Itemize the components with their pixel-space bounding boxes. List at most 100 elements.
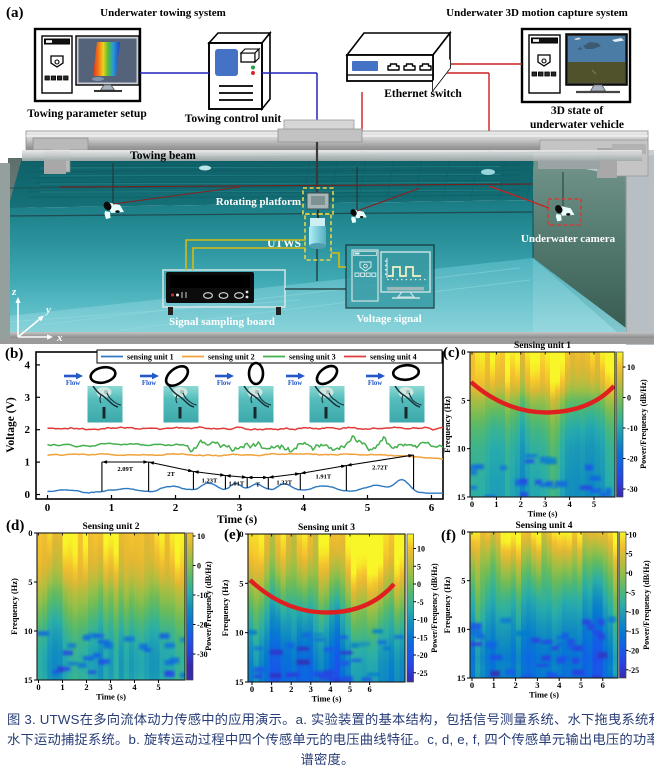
- svg-text:10: 10: [627, 363, 635, 372]
- svg-text:0: 0: [25, 489, 31, 501]
- svg-text:2: 2: [519, 499, 523, 509]
- svg-text:Sensing unit 1: Sensing unit 1: [514, 341, 571, 351]
- svg-text:-20: -20: [629, 646, 640, 655]
- svg-text:3: 3: [535, 680, 539, 690]
- svg-text:2: 2: [513, 680, 517, 690]
- svg-text:Voltage (V): Voltage (V): [5, 397, 17, 453]
- svg-text:0: 0: [239, 529, 243, 539]
- svg-text:Flow: Flow: [217, 380, 231, 387]
- svg-text:3: 3: [108, 682, 112, 692]
- svg-text:y: y: [44, 304, 51, 316]
- svg-text:1.32T: 1.32T: [276, 480, 292, 487]
- svg-text:Sensing unit 4: Sensing unit 4: [515, 521, 572, 531]
- svg-text:0: 0: [197, 562, 201, 571]
- svg-text:Power/Frequency (dB/Hz): Power/Frequency (dB/Hz): [639, 379, 648, 469]
- svg-text:15: 15: [24, 675, 33, 685]
- svg-text:5: 5: [365, 502, 371, 514]
- svg-text:-10: -10: [627, 424, 638, 433]
- svg-text:Sensing unit 2: Sensing unit 2: [82, 522, 139, 532]
- svg-text:-15: -15: [417, 633, 428, 642]
- svg-text:underwater vehicle: underwater vehicle: [530, 119, 624, 131]
- svg-text:Underwater camera: Underwater camera: [521, 233, 616, 245]
- svg-text:Sensing unit 3: Sensing unit 3: [298, 523, 355, 533]
- svg-text:Time (s): Time (s): [312, 694, 342, 704]
- svg-text:Flow: Flow: [368, 380, 382, 387]
- svg-text:Power/Frequency (dB/Hz): Power/Frequency (dB/Hz): [642, 560, 651, 650]
- svg-text:Frequency (Hz): Frequency (Hz): [220, 579, 230, 636]
- svg-text:2: 2: [84, 682, 88, 692]
- svg-text:Frequency (Hz): Frequency (Hz): [9, 578, 19, 635]
- svg-text:-20: -20: [627, 455, 638, 464]
- svg-text:1: 1: [109, 502, 115, 514]
- svg-text:sensing unit 4: sensing unit 4: [370, 353, 417, 362]
- svg-text:0: 0: [470, 680, 474, 690]
- svg-text:15: 15: [457, 492, 466, 502]
- svg-text:Frequency (Hz): Frequency (Hz): [442, 576, 452, 633]
- svg-text:10: 10: [457, 624, 466, 634]
- svg-text:(f): (f): [441, 528, 456, 544]
- svg-text:(e): (e): [224, 527, 241, 543]
- svg-text:-30: -30: [197, 650, 208, 659]
- svg-text:Flow: Flow: [142, 380, 156, 387]
- svg-text:3: 3: [237, 502, 243, 514]
- svg-text:sensing unit 3: sensing unit 3: [289, 353, 336, 362]
- svg-text:-20: -20: [417, 651, 428, 660]
- svg-text:15: 15: [457, 673, 466, 683]
- svg-text:4: 4: [328, 684, 333, 694]
- svg-text:Time (s): Time (s): [528, 509, 558, 519]
- svg-text:1: 1: [492, 680, 496, 690]
- svg-text:15: 15: [235, 677, 244, 687]
- svg-text:4: 4: [25, 359, 31, 371]
- svg-text:10: 10: [417, 545, 425, 554]
- svg-text:-10: -10: [197, 591, 208, 600]
- svg-text:Ethernet switch: Ethernet switch: [384, 88, 462, 100]
- svg-text:2T: 2T: [167, 471, 175, 478]
- svg-text:5: 5: [592, 499, 596, 509]
- svg-text:-15: -15: [629, 627, 640, 636]
- svg-text:2: 2: [25, 424, 31, 436]
- svg-text:-25: -25: [417, 669, 428, 678]
- svg-text:x: x: [56, 332, 63, 344]
- svg-text:0: 0: [417, 580, 421, 589]
- svg-text:0: 0: [45, 502, 51, 514]
- svg-text:Voltage signal: Voltage signal: [356, 313, 421, 325]
- svg-text:-5: -5: [629, 588, 636, 597]
- svg-text:10: 10: [24, 626, 33, 636]
- svg-text:5: 5: [28, 577, 32, 587]
- svg-text:1: 1: [25, 457, 31, 469]
- svg-text:5: 5: [348, 684, 352, 694]
- svg-text:sensing unit 2: sensing unit 2: [208, 353, 255, 362]
- svg-text:2.72T: 2.72T: [372, 464, 388, 471]
- svg-text:6: 6: [601, 680, 605, 690]
- svg-text:2: 2: [173, 502, 179, 514]
- svg-text:10: 10: [629, 530, 637, 539]
- svg-text:10: 10: [235, 628, 244, 638]
- svg-text:Underwater 3D motion capture s: Underwater 3D motion capture system: [446, 7, 628, 19]
- svg-text:1: 1: [60, 682, 64, 692]
- svg-text:Towing control unit: Towing control unit: [185, 113, 282, 125]
- svg-text:5: 5: [417, 562, 421, 571]
- svg-text:5: 5: [156, 682, 160, 692]
- svg-text:4: 4: [132, 682, 137, 692]
- svg-text:5: 5: [579, 680, 583, 690]
- svg-text:0: 0: [250, 684, 254, 694]
- svg-text:1.23T: 1.23T: [202, 478, 218, 485]
- svg-text:Flow: Flow: [66, 380, 80, 387]
- svg-text:Time (s): Time (s): [96, 692, 126, 702]
- svg-text:T: T: [256, 482, 261, 489]
- svg-text:(a): (a): [6, 5, 24, 21]
- svg-text:(b): (b): [5, 346, 23, 362]
- svg-text:Towing beam: Towing beam: [130, 150, 196, 162]
- svg-text:0: 0: [36, 682, 40, 692]
- svg-text:5: 5: [239, 578, 243, 588]
- svg-text:-10: -10: [417, 616, 428, 625]
- svg-text:6: 6: [367, 684, 371, 694]
- svg-text:2: 2: [289, 684, 293, 694]
- svg-text:Power/Frequency (dB/Hz): Power/Frequency (dB/Hz): [430, 563, 439, 653]
- svg-text:0: 0: [28, 528, 32, 538]
- svg-text:4: 4: [567, 499, 572, 509]
- svg-text:3: 3: [543, 499, 547, 509]
- svg-text:sensing unit 1: sensing unit 1: [127, 353, 174, 362]
- svg-text:Rotating platform: Rotating platform: [216, 196, 301, 208]
- svg-text:Signal sampling board: Signal sampling board: [169, 316, 275, 328]
